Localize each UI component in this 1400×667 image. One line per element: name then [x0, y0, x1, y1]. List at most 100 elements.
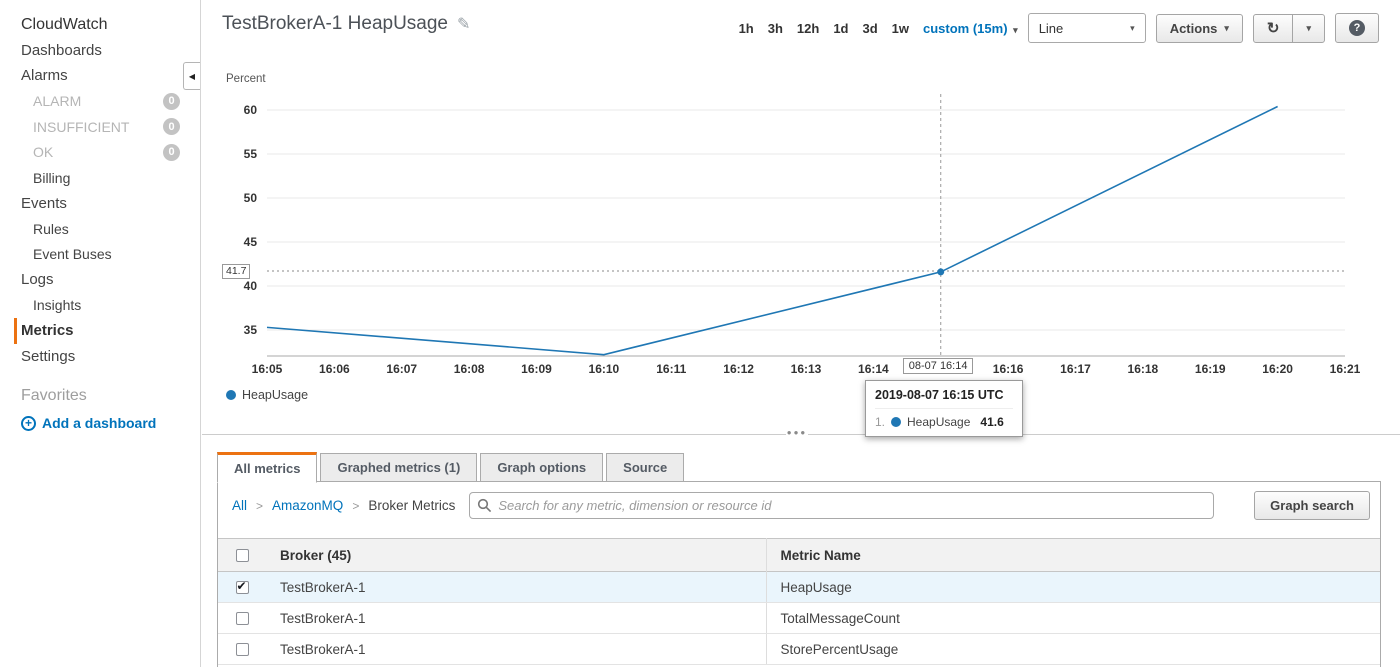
x-tick-label: 16:08	[454, 362, 485, 376]
chevron-left-icon: ◀	[188, 71, 196, 81]
chart-area: Percent 60 55 50 45 40 35 16:05 16:06 16:07 16:08…	[202, 66, 1387, 446]
sidebar-item-insufficient[interactable]: INSUFFICIENT 0	[0, 114, 200, 140]
breadcrumb-separator: >	[256, 498, 264, 513]
y-tick-label: 35	[244, 323, 258, 337]
hover-point	[937, 268, 945, 276]
add-dashboard-link[interactable]: + Add a dashboard	[0, 415, 200, 431]
broker-cell: TestBrokerA-1	[266, 571, 767, 603]
select-all-checkbox[interactable]	[235, 549, 249, 563]
sidebar-item-label: Insights	[33, 297, 82, 314]
y-tick-label: 60	[244, 103, 258, 117]
tooltip-series-name: HeapUsage	[907, 415, 971, 429]
row-checkbox[interactable]	[235, 579, 249, 595]
sidebar-item-label: Event Buses	[33, 246, 112, 263]
custom-time-range-button[interactable]: custom (15m) ▾	[923, 21, 1018, 36]
actions-label: Actions	[1169, 20, 1218, 36]
broker-cell: TestBrokerA-1	[266, 633, 767, 665]
sidebar-item-alarms[interactable]: Alarms	[0, 63, 200, 89]
graph-search-button[interactable]: Graph search	[1254, 491, 1370, 520]
time-range-1w[interactable]: 1w	[891, 20, 909, 36]
refresh-options-button[interactable]: ▾	[1292, 13, 1325, 43]
sidebar-item-label: Alarms	[21, 67, 68, 85]
breadcrumb-amazonmq[interactable]: AmazonMQ	[272, 498, 344, 513]
sidebar-item-ok[interactable]: OK 0	[0, 140, 200, 166]
chart-title-text: TestBrokerA-1 HeapUsage	[222, 13, 448, 34]
time-range-1h[interactable]: 1h	[738, 20, 754, 36]
y-tick-label: 50	[244, 191, 258, 205]
sidebar-item-metrics[interactable]: Metrics	[14, 318, 200, 344]
sidebar: CloudWatch Dashboards Alarms ALARM 0 INSUFFIC…	[0, 0, 201, 667]
metric-cell: StorePercentUsage	[766, 633, 1380, 665]
actions-button[interactable]: Actions ▾	[1155, 13, 1243, 43]
sidebar-item-alarm[interactable]: ALARM 0	[0, 89, 200, 115]
sidebar-item-insights[interactable]: Insights	[0, 293, 200, 319]
tab-source[interactable]: Source	[606, 453, 685, 482]
add-dashboard-label: Add a dashboard	[42, 415, 157, 431]
metric-name-column-header[interactable]: Metric Name	[780, 547, 861, 563]
sidebar-item-event-buses[interactable]: Event Buses	[0, 242, 200, 268]
all-metrics-panel: All > AmazonMQ > Broker Metrics Graph search…	[217, 481, 1381, 667]
tooltip-series-row: 1. HeapUsage 41.6	[875, 415, 1013, 429]
refresh-icon: ↻	[1266, 19, 1280, 37]
x-tick-label: 16:05	[252, 362, 283, 376]
x-tick-label: 16:20	[1262, 362, 1293, 376]
crosshair-axis-label: 08-07 16:14	[902, 358, 974, 374]
sidebar-item-logs[interactable]: Logs	[0, 267, 200, 293]
custom-range-label: custom (15m)	[923, 20, 1008, 36]
refresh-button[interactable]: ↻	[1252, 13, 1294, 43]
chart-legend[interactable]: HeapUsage	[226, 388, 308, 402]
metric-search-input[interactable]	[469, 492, 1215, 519]
help-button[interactable]: ?	[1335, 13, 1379, 43]
table-row[interactable]: TestBrokerA-1 TotalMessageCount	[218, 602, 1380, 634]
metric-search	[469, 492, 1215, 519]
sidebar-item-events[interactable]: Events	[0, 191, 200, 217]
broker-column-header[interactable]: Broker (45)	[266, 538, 767, 572]
breadcrumb-separator: >	[352, 498, 360, 513]
time-range-3h[interactable]: 3h	[767, 20, 783, 36]
metric-cell: TotalMessageCount	[766, 602, 1380, 634]
edit-title-pencil-icon[interactable]: ✎	[457, 16, 471, 33]
metric-cell: HeapUsage	[766, 571, 1380, 603]
row-checkbox[interactable]	[235, 612, 249, 626]
resize-handle[interactable]: ●●●	[786, 428, 808, 437]
checkbox-cell	[218, 633, 266, 665]
x-tick-label: 16:13	[791, 362, 822, 376]
sidebar-item-label: INSUFFICIENT	[33, 118, 130, 135]
sidebar-item-label: Metrics	[21, 322, 74, 340]
x-tick-label: 16:16	[993, 362, 1024, 376]
sidebar-item-billing[interactable]: Billing	[0, 165, 200, 191]
metrics-tabs: All metrics Graphed metrics (1) Graph opti…	[217, 452, 685, 483]
x-tick-label: 16:11	[656, 362, 686, 376]
x-tick-label: 16:14	[858, 362, 889, 376]
sidebar-item-label: Rules	[33, 220, 69, 237]
series-line-heapusage	[266, 105, 1278, 356]
y-tick-label: 40	[244, 279, 258, 293]
x-tick-label: 16:06	[319, 362, 350, 376]
search-icon	[478, 498, 492, 513]
count-badge: 0	[163, 92, 180, 110]
sidebar-item-rules[interactable]: Rules	[0, 216, 200, 242]
x-tick-label: 16:09	[521, 362, 552, 376]
sidebar-item-cloudwatch[interactable]: CloudWatch	[0, 12, 200, 38]
heap-usage-chart: Percent 60 55 50 45 40 35 16:05 16:06 16:07 16:08…	[226, 73, 1361, 376]
x-tick-label: 16:21	[1330, 362, 1361, 376]
sidebar-item-label: Events	[21, 194, 67, 212]
time-range-1d[interactable]: 1d	[833, 20, 849, 36]
tab-graph-options[interactable]: Graph options	[480, 453, 604, 482]
sidebar-item-settings[interactable]: Settings	[0, 344, 200, 370]
time-range-12h[interactable]: 12h	[796, 20, 820, 36]
tab-graphed-metrics-1[interactable]: Graphed metrics (1)	[320, 453, 478, 482]
tab-all-metrics[interactable]: All metrics	[217, 452, 318, 483]
sidebar-collapse-button[interactable]: ◀	[183, 62, 200, 90]
question-icon: ?	[1349, 20, 1365, 36]
row-checkbox[interactable]	[235, 643, 249, 657]
sidebar-nav: CloudWatch Dashboards Alarms ALARM 0 INSUFFIC…	[0, 12, 200, 369]
breadcrumb-all[interactable]: All	[232, 498, 248, 513]
checkbox-cell	[218, 571, 266, 603]
table-row[interactable]: TestBrokerA-1 StorePercentUsage	[218, 633, 1380, 665]
time-range-3d[interactable]: 3d	[862, 20, 878, 36]
sidebar-item-dashboards[interactable]: Dashboards	[0, 38, 200, 64]
chart-type-select[interactable]: Line ▾	[1027, 13, 1146, 43]
